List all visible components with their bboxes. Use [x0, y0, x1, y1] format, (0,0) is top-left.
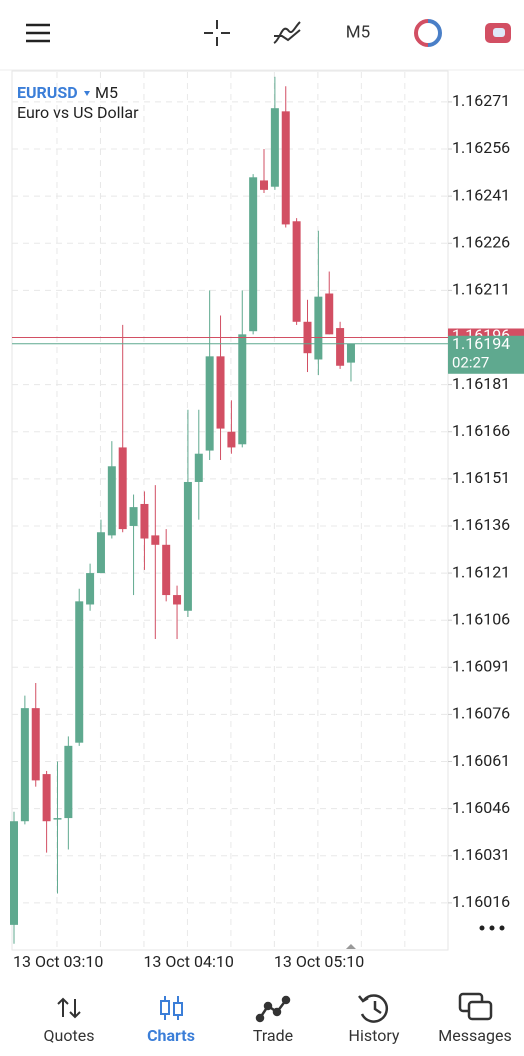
y-tick-label: 1.16046 — [452, 798, 510, 817]
nav-item[interactable]: Quotes — [44, 1026, 95, 1045]
candle-body — [151, 535, 160, 545]
more-button[interactable] — [479, 925, 505, 931]
crosshair-button[interactable] — [204, 20, 230, 46]
last-bar-marker — [345, 944, 356, 949]
candle-body — [96, 532, 105, 574]
quotes-icon — [57, 997, 81, 1019]
candle-body — [325, 293, 334, 335]
candle-body — [314, 296, 323, 360]
candle-body — [260, 180, 269, 190]
candle-body — [31, 708, 40, 781]
y-tick-label: 1.16226 — [452, 232, 510, 251]
y-tick-label: 1.16016 — [452, 892, 510, 911]
bid-label-box — [448, 335, 524, 374]
y-tick-label: 1.16031 — [452, 845, 510, 864]
candle-body — [346, 343, 355, 363]
indicators-button[interactable] — [273, 21, 301, 44]
y-tick-label: 1.16136 — [452, 515, 510, 534]
plot-border — [11, 70, 449, 951]
bottom-nav: Quotes Charts Trade History Messages — [44, 1026, 512, 1045]
candle-body — [173, 595, 182, 605]
x-tick-label: 13 Oct 04:10 — [143, 952, 233, 971]
candle-body — [281, 111, 290, 225]
y-tick-label: 1.16271 — [452, 91, 510, 110]
candle-body — [194, 453, 203, 482]
nav-item[interactable]: Messages — [438, 1026, 511, 1045]
bar-timer: 02:27 — [452, 354, 489, 372]
nav-item[interactable]: History — [349, 1026, 400, 1045]
candle-body — [162, 544, 171, 596]
candle-body — [336, 328, 345, 366]
candle-body — [118, 447, 127, 530]
y-tick-label: 1.16256 — [452, 138, 510, 157]
y-tick-label: 1.16211 — [452, 280, 510, 299]
symbol: EURUSD — [17, 83, 78, 102]
timeframe-button[interactable]: M5 — [346, 22, 370, 42]
symbol-dropdown — [84, 91, 90, 96]
nav-item[interactable]: Trade — [253, 1026, 293, 1045]
y-tick-label: 1.16106 — [452, 609, 510, 628]
candle-body — [129, 507, 138, 526]
candle-body — [292, 221, 301, 322]
candle-body — [42, 774, 51, 822]
y-tick-label: 1.16181 — [452, 374, 510, 393]
trade-icon — [255, 995, 291, 1023]
y-tick-label: 1.16166 — [452, 421, 510, 440]
symbol-description: Euro vs US Dollar — [17, 103, 139, 122]
candle-body — [140, 503, 149, 539]
candle-body — [216, 356, 225, 429]
x-tick-label: 13 Oct 03:10 — [13, 952, 103, 971]
candle-body — [183, 481, 192, 611]
y-tick-label: 1.16151 — [452, 468, 510, 487]
candle-body — [238, 334, 247, 445]
objects-button[interactable] — [485, 23, 511, 43]
y-tick-label: 1.16076 — [452, 704, 510, 723]
y-tick-label: 1.16091 — [452, 657, 510, 676]
candle-body — [205, 356, 214, 451]
candle-body — [270, 108, 279, 187]
candle-body — [107, 466, 116, 536]
chart: 1.16271 1.16256 1.16241 1.16226 1.16211 1.161… — [10, 70, 524, 971]
nav-item[interactable]: Charts — [147, 1026, 195, 1045]
chart-timeframe: M5 — [95, 83, 118, 102]
candle-body — [20, 708, 29, 822]
trading-signals-button[interactable] — [414, 19, 442, 47]
candle-body — [53, 818, 62, 820]
y-tick-label: 1.16061 — [452, 751, 510, 770]
messages-icon — [458, 992, 493, 1021]
y-tick-label: 1.16121 — [452, 562, 510, 581]
bid-label: 1.16194 — [452, 334, 510, 353]
charts-icon — [160, 996, 183, 1020]
history-icon — [358, 994, 389, 1023]
menu-button[interactable] — [26, 23, 50, 43]
candle-body — [64, 745, 73, 819]
candle-body — [227, 431, 236, 448]
candle-body — [249, 177, 258, 332]
candle-body — [86, 573, 95, 605]
x-tick-label: 13 Oct 05:10 — [274, 952, 364, 971]
y-tick-label: 1.16241 — [452, 185, 510, 204]
candle-body — [10, 821, 18, 925]
candle-body — [75, 601, 84, 743]
